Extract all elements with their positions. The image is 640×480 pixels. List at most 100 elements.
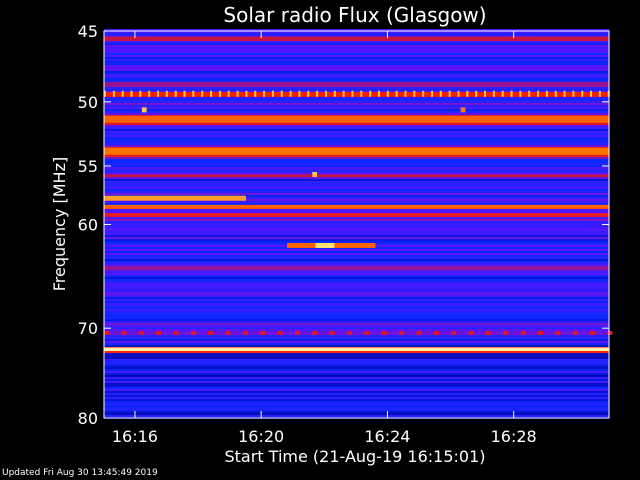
spectrum-row bbox=[104, 273, 609, 275]
spectrum-row bbox=[104, 211, 609, 213]
spectrum-row bbox=[104, 95, 609, 97]
spectrum-row bbox=[104, 129, 609, 131]
spectrum-row bbox=[104, 329, 609, 331]
spectrum-row bbox=[104, 371, 609, 373]
frequency-band bbox=[104, 82, 609, 87]
spectrum-row bbox=[104, 169, 609, 171]
y-tick-label: 80 bbox=[78, 409, 98, 428]
spectrum-row bbox=[104, 59, 609, 61]
spectrum-row bbox=[104, 397, 609, 399]
spectrum-row bbox=[104, 55, 609, 57]
spectrum-row bbox=[104, 379, 609, 381]
radio-burst bbox=[104, 195, 247, 201]
spectrum-row bbox=[104, 189, 609, 191]
spectrum-row bbox=[104, 191, 609, 193]
periodic-spike bbox=[210, 90, 213, 97]
spectrum-row bbox=[104, 71, 609, 73]
spectrum-row bbox=[104, 61, 609, 63]
spectrum-row bbox=[104, 87, 609, 89]
spectrum-row bbox=[104, 399, 609, 401]
y-tick-label: 55 bbox=[78, 157, 98, 176]
dashed-band-segment bbox=[416, 330, 422, 335]
dashed-band-segment bbox=[451, 330, 457, 335]
spectrum-row bbox=[104, 185, 609, 187]
spectrum-row bbox=[104, 67, 609, 69]
spectrum-row bbox=[104, 281, 609, 283]
spectrum-row bbox=[104, 305, 609, 307]
periodic-spike bbox=[165, 90, 168, 97]
spectrum-row bbox=[104, 285, 609, 287]
periodic-spike bbox=[148, 90, 151, 97]
spectrum-row bbox=[104, 135, 609, 137]
spectrum-row bbox=[104, 381, 609, 383]
heatmap-layer bbox=[104, 29, 613, 419]
periodic-spike bbox=[201, 90, 204, 97]
spectrum-row bbox=[104, 341, 609, 343]
spectrum-row bbox=[104, 289, 609, 291]
spectrum-row bbox=[104, 395, 609, 397]
dashed-band-segment bbox=[242, 330, 248, 335]
spectrum-row bbox=[104, 69, 609, 71]
x-axis-label: Start Time (21-Aug-19 16:15:01) bbox=[225, 447, 486, 466]
spectrum-row bbox=[104, 373, 609, 375]
frequency-band bbox=[104, 147, 609, 155]
periodic-spike bbox=[554, 90, 557, 97]
spectrum-row bbox=[104, 109, 609, 111]
spectrum-row bbox=[104, 159, 609, 161]
dashed-band-segment bbox=[208, 330, 214, 335]
y-tick-label: 50 bbox=[78, 93, 98, 112]
periodic-spike bbox=[112, 90, 115, 97]
radio-burst bbox=[141, 107, 147, 113]
spectrum-row bbox=[104, 237, 609, 239]
spectrum-row bbox=[104, 219, 609, 221]
radio-burst bbox=[460, 107, 466, 113]
periodic-spike bbox=[537, 90, 540, 97]
spectrum-row bbox=[104, 227, 609, 229]
chart-title: Solar radio Flux (Glasgow) bbox=[223, 3, 486, 27]
periodic-spike bbox=[377, 90, 380, 97]
spectrum-row bbox=[104, 271, 609, 273]
spectrum-row bbox=[104, 343, 609, 345]
spectrum-row bbox=[104, 315, 609, 317]
spectrum-row bbox=[104, 203, 609, 205]
spectrum-row bbox=[104, 163, 609, 165]
spectrum-row bbox=[104, 247, 609, 249]
periodic-spike bbox=[218, 90, 221, 97]
dashed-band-segment bbox=[433, 330, 439, 335]
y-tick-label: 45 bbox=[78, 22, 98, 41]
x-tick-label: 16:16 bbox=[112, 427, 158, 446]
periodic-spike bbox=[130, 90, 133, 97]
spectrum-row bbox=[104, 131, 609, 133]
periodic-spike bbox=[121, 90, 124, 97]
dashed-band-segment bbox=[572, 330, 578, 335]
frequency-band bbox=[104, 174, 609, 177]
spectrum-row bbox=[104, 361, 609, 363]
radio-burst bbox=[315, 242, 335, 248]
periodic-spike bbox=[342, 90, 345, 97]
spectrum-row bbox=[104, 197, 609, 199]
dashed-band-segment bbox=[503, 330, 509, 335]
spectrum-row bbox=[104, 51, 609, 53]
spectrum-row bbox=[104, 393, 609, 395]
periodic-spike bbox=[448, 90, 451, 97]
spectrum-row bbox=[104, 239, 609, 241]
spectrum-row bbox=[104, 259, 609, 261]
frequency-band bbox=[104, 115, 609, 123]
spectrum-row bbox=[104, 241, 609, 243]
radio-burst bbox=[312, 171, 318, 177]
dashed-band-segment bbox=[121, 330, 127, 335]
dashed-band-segment bbox=[260, 330, 266, 335]
x-tick-label: 16:28 bbox=[491, 427, 537, 446]
dashed-band-segment bbox=[468, 330, 474, 335]
periodic-spike bbox=[174, 90, 177, 97]
updated-timestamp: Updated Fri Aug 30 13:45:49 2019 bbox=[2, 468, 158, 478]
periodic-spike bbox=[316, 90, 319, 97]
spectrum-row bbox=[104, 91, 609, 93]
dashed-band-segment bbox=[173, 330, 179, 335]
spectrum-row bbox=[104, 41, 609, 43]
periodic-spike bbox=[183, 90, 186, 97]
spectrum-row bbox=[104, 299, 609, 301]
spectrum-row bbox=[104, 199, 609, 201]
spectrum-row bbox=[104, 73, 609, 75]
periodic-spike bbox=[572, 90, 575, 97]
